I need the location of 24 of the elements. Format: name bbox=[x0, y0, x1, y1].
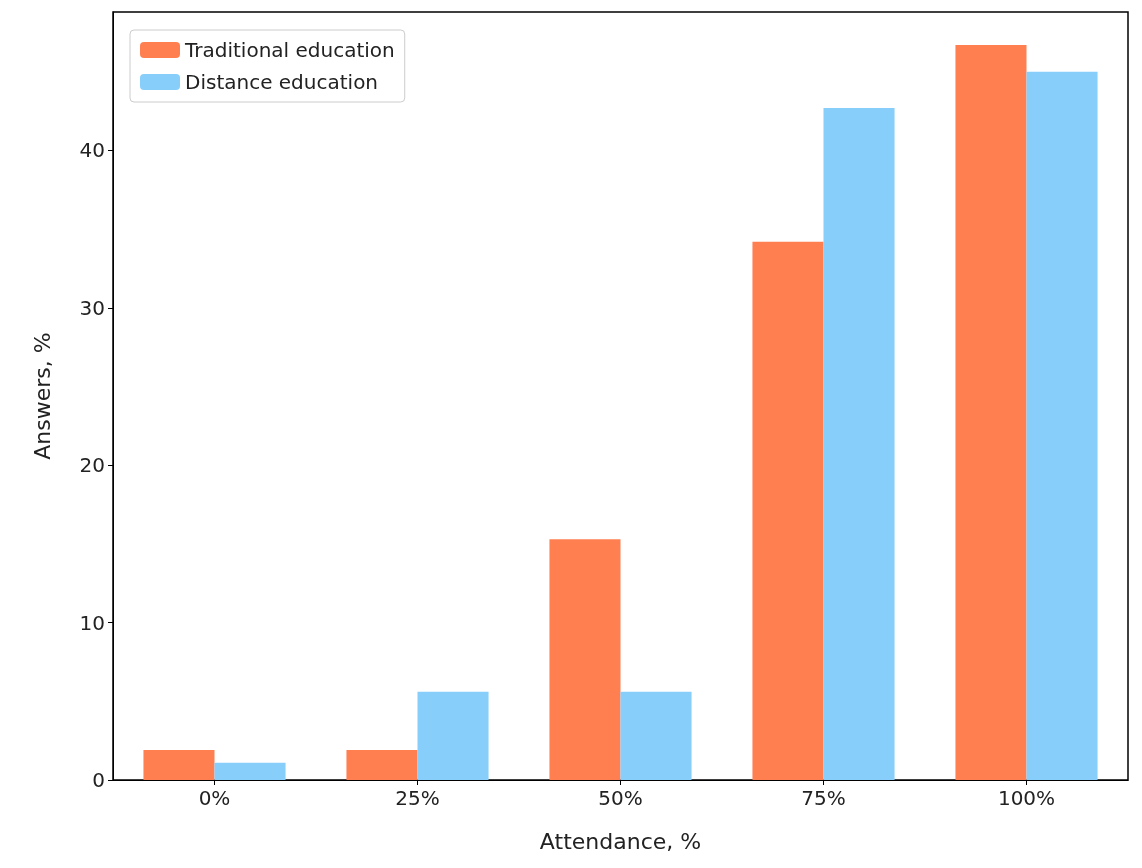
x-axis-title: Attendance, % bbox=[539, 828, 702, 854]
y-tick-label: 40 bbox=[79, 138, 105, 163]
x-tick-label: 25% bbox=[395, 786, 440, 810]
bar bbox=[214, 762, 286, 780]
y-tick-label: 0 bbox=[92, 768, 105, 792]
bar bbox=[823, 108, 895, 780]
bar bbox=[143, 750, 215, 780]
bar bbox=[417, 691, 489, 780]
legend-label: Distance education bbox=[185, 70, 379, 94]
bar bbox=[346, 750, 418, 780]
y-tick-label: 30 bbox=[79, 295, 105, 320]
x-tick-label: 0% bbox=[198, 786, 231, 810]
x-tick-label: 100% bbox=[997, 786, 1056, 810]
x-tick-label: 50% bbox=[598, 786, 643, 810]
bar bbox=[549, 539, 621, 780]
y-axis-title: Answers, % bbox=[29, 332, 55, 460]
bar bbox=[955, 45, 1027, 780]
bar bbox=[620, 691, 692, 780]
legend-label: Traditional education bbox=[184, 38, 395, 62]
x-tick-label: 75% bbox=[801, 786, 846, 810]
y-tick-label: 20 bbox=[79, 453, 105, 478]
bar bbox=[752, 241, 824, 780]
bar bbox=[1026, 71, 1098, 780]
y-tick-label: 10 bbox=[79, 610, 105, 635]
